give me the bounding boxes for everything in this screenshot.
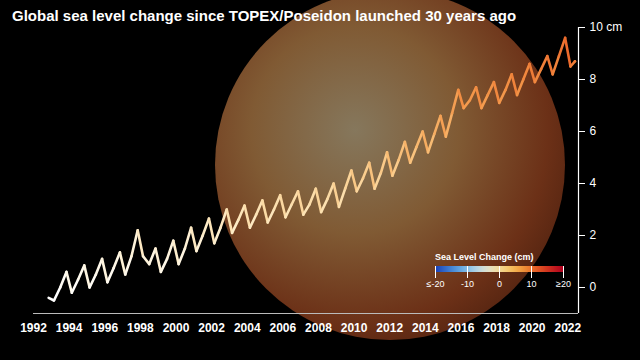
svg-text:0: 0: [497, 279, 502, 289]
svg-text:2008: 2008: [305, 321, 332, 335]
svg-text:4: 4: [590, 176, 597, 190]
svg-text:2002: 2002: [198, 321, 225, 335]
svg-text:6: 6: [590, 124, 597, 138]
svg-text:1998: 1998: [127, 321, 154, 335]
svg-text:≤-20: ≤-20: [427, 279, 445, 289]
svg-text:2006: 2006: [269, 321, 296, 335]
svg-text:2020: 2020: [519, 321, 546, 335]
svg-text:2012: 2012: [376, 321, 403, 335]
svg-text:10 cm: 10 cm: [590, 20, 623, 34]
svg-text:10: 10: [526, 279, 536, 289]
svg-text:2000: 2000: [163, 321, 190, 335]
svg-text:8: 8: [590, 72, 597, 86]
svg-text:2018: 2018: [483, 321, 510, 335]
svg-text:2016: 2016: [448, 321, 475, 335]
html-text:Global sea level change since: Global sea level change since TOPEX/Pose…: [12, 7, 517, 24]
svg-text:1992: 1992: [20, 321, 47, 335]
svg-text:2014: 2014: [412, 321, 439, 335]
svg-text:2004: 2004: [234, 321, 261, 335]
svg-text:1996: 1996: [91, 321, 118, 335]
svg-text:0: 0: [590, 280, 597, 294]
svg-text:≥20: ≥20: [556, 279, 571, 289]
svg-text:2: 2: [590, 228, 597, 242]
svg-text:-10: -10: [461, 279, 474, 289]
svg-text:1994: 1994: [56, 321, 83, 335]
svg-text:2022: 2022: [554, 321, 581, 335]
svg-text:2010: 2010: [341, 321, 368, 335]
svg-text:Sea Level Change (cm): Sea Level Change (cm): [435, 252, 534, 262]
